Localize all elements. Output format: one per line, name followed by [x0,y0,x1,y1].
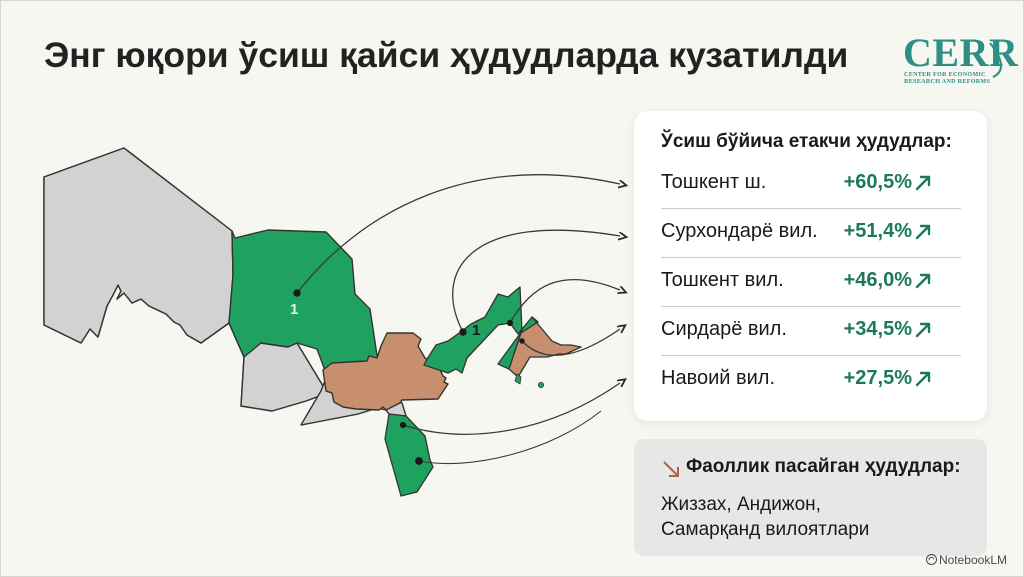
svg-text:1: 1 [290,301,298,318]
svg-text:1: 1 [472,322,480,339]
